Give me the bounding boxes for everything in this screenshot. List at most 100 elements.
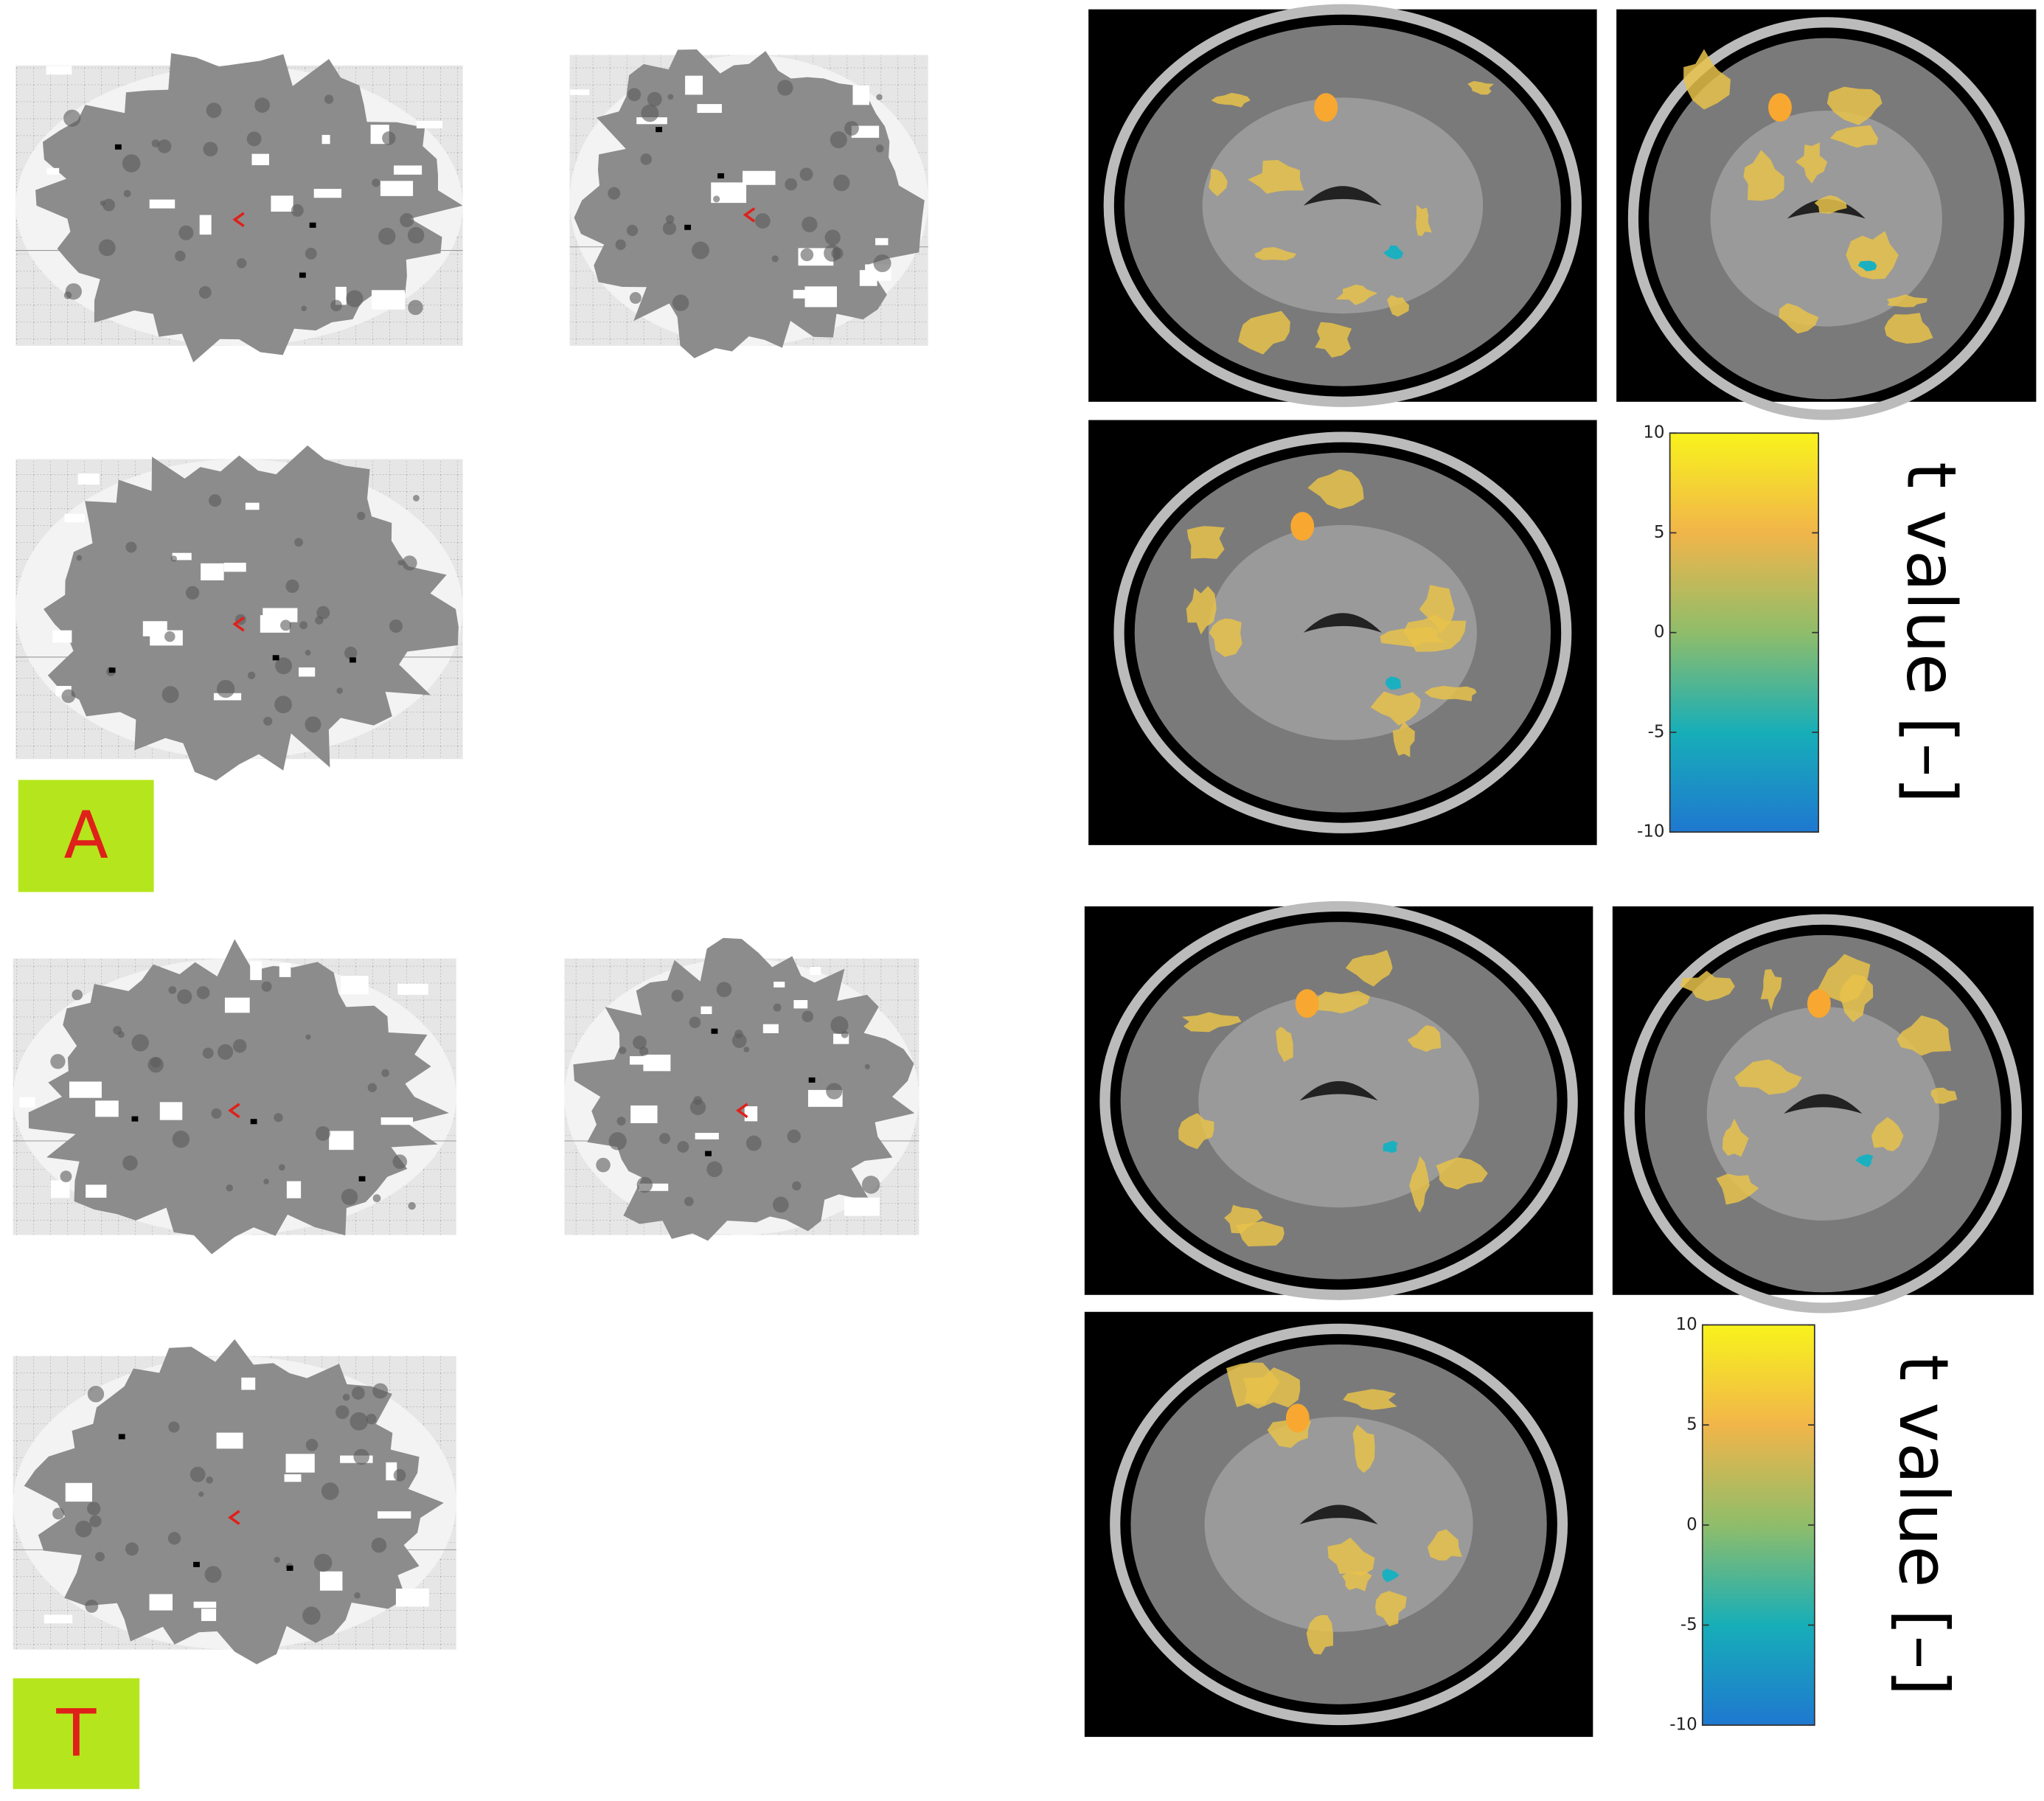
activation — [1374, 1591, 1407, 1627]
blob-hole — [201, 1609, 217, 1621]
dark-spot — [381, 1069, 389, 1078]
blob-hole — [299, 667, 316, 677]
activation — [1829, 125, 1879, 148]
dark-spot — [175, 250, 186, 262]
blob-hole — [46, 167, 60, 175]
ventricle — [1303, 186, 1382, 206]
dark-spot — [125, 1542, 139, 1556]
blob-hole — [224, 997, 250, 1013]
dark-spot — [875, 145, 884, 153]
blob-hole — [64, 513, 86, 523]
dark-spot — [95, 1552, 105, 1562]
dark-spot — [408, 1201, 416, 1210]
dark-spot — [161, 686, 179, 704]
colorbar-label: t value [–] — [1892, 462, 1971, 803]
negative-activation — [1383, 245, 1403, 260]
peak — [131, 1116, 139, 1122]
dark-spot — [316, 605, 330, 620]
blob-hole — [570, 89, 590, 95]
glass-brain — [15, 445, 463, 781]
dark-spot — [662, 221, 677, 235]
mri-slice — [1088, 420, 1597, 845]
blob-hole — [804, 286, 837, 308]
dark-spot — [672, 294, 689, 311]
colorbar-tick-label: 0 — [1686, 1515, 1697, 1534]
blob-hole — [697, 104, 722, 114]
blob-hole — [250, 961, 263, 980]
dark-spot — [294, 538, 304, 547]
peak-activation — [1290, 512, 1315, 541]
activation — [1886, 294, 1927, 308]
mri-slice — [1612, 906, 2034, 1314]
dark-spot — [125, 541, 137, 553]
peak-activation — [1807, 989, 1831, 1019]
panel-label-box — [18, 780, 154, 892]
dark-spot — [802, 1010, 814, 1023]
dark-spot — [372, 178, 380, 187]
colorbar-tick-label: -10 — [1637, 822, 1665, 841]
ventricle — [1299, 1505, 1378, 1524]
blob-hole — [793, 1000, 808, 1009]
dark-spot — [407, 226, 425, 244]
activation-blob — [28, 939, 449, 1255]
dark-spot — [772, 1196, 789, 1213]
activation — [1392, 721, 1415, 757]
dark-spot — [402, 555, 417, 571]
blob-hole — [172, 552, 192, 561]
panel-label-box — [13, 1678, 140, 1789]
skull — [1113, 431, 1572, 833]
dark-spot — [236, 258, 247, 268]
activation — [1427, 1529, 1463, 1561]
dark-spot — [378, 227, 396, 246]
activation — [1683, 49, 1731, 110]
ventricle — [1299, 1080, 1378, 1101]
dark-spot — [873, 254, 891, 273]
activation — [1208, 168, 1228, 197]
activation — [1370, 691, 1421, 726]
dark-spot — [716, 982, 732, 998]
blob-hole — [199, 215, 212, 235]
negative-activation — [1857, 260, 1877, 271]
blob-hole — [313, 189, 342, 198]
dark-spot — [357, 511, 366, 521]
activation — [1743, 150, 1784, 201]
dark-spot — [131, 1034, 149, 1052]
blob-hole — [52, 630, 72, 643]
dark-spot — [392, 1154, 408, 1170]
dark-spot — [246, 131, 262, 147]
dark-spot — [692, 241, 709, 260]
blob-hole — [271, 195, 293, 212]
dark-spot — [63, 109, 81, 127]
peak — [108, 667, 116, 673]
dark-spot — [302, 1606, 321, 1625]
white-matter — [1198, 993, 1479, 1208]
dark-spot — [203, 142, 218, 157]
blob-hole — [629, 1056, 661, 1065]
dark-spot — [397, 560, 403, 566]
dark-spot — [60, 1170, 72, 1183]
blob-hole — [859, 270, 877, 286]
activation — [1178, 1113, 1214, 1150]
dark-spot — [713, 195, 720, 203]
dark-spot — [393, 1468, 406, 1482]
dark-spot — [706, 1161, 723, 1178]
dark-spot — [346, 290, 364, 308]
dark-spot — [313, 1553, 333, 1572]
dark-spot — [353, 1448, 369, 1465]
dark-spot — [305, 1034, 311, 1040]
dark-spot — [305, 1439, 319, 1451]
blob-hole — [46, 66, 72, 75]
peak — [808, 1077, 816, 1083]
dark-spot — [198, 1491, 204, 1497]
activation — [1181, 1012, 1242, 1033]
ventricle — [1784, 1094, 1863, 1114]
dark-spot — [75, 1520, 92, 1538]
dark-spot — [689, 1016, 701, 1029]
panel-label: A — [63, 797, 108, 873]
dark-spot — [641, 104, 659, 122]
white-matter — [1202, 97, 1484, 314]
colorbar — [1701, 1324, 1815, 1727]
dark-spot — [389, 619, 403, 634]
activation-blob — [44, 445, 459, 781]
